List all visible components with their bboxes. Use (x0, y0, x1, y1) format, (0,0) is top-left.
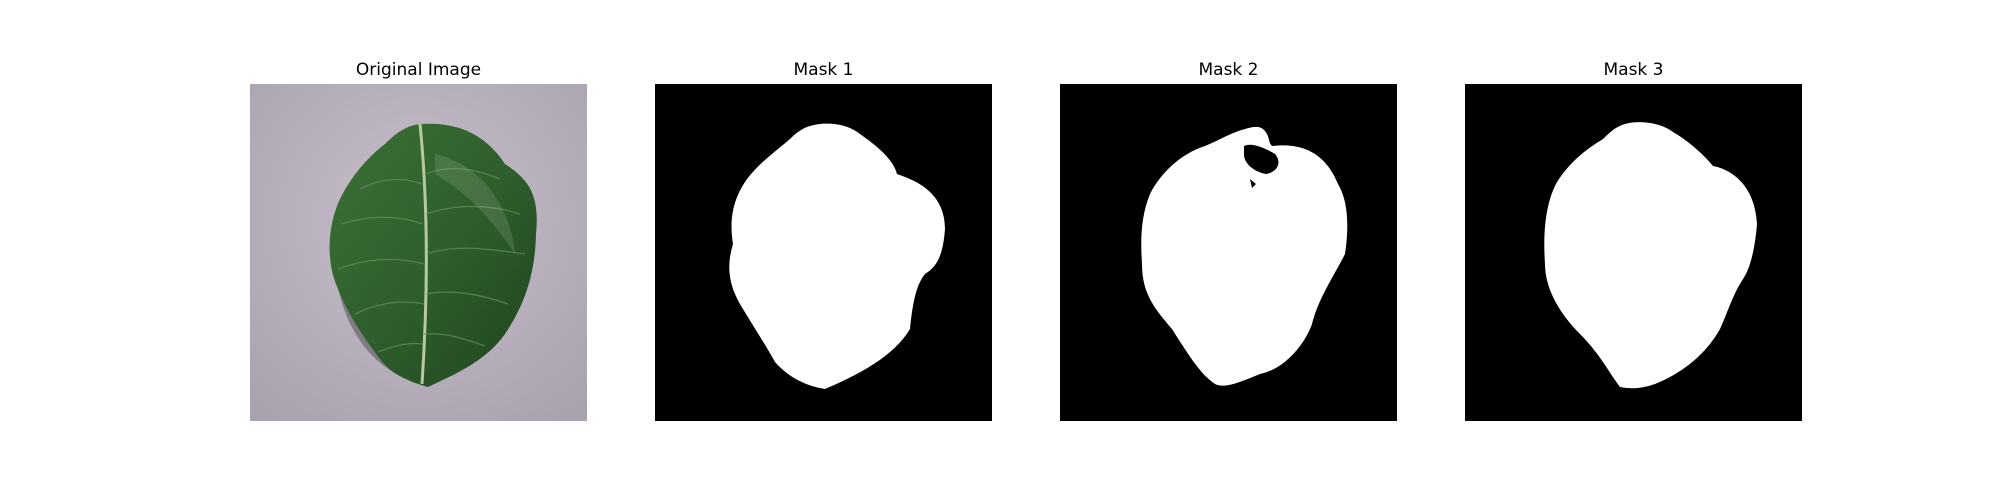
panel-title: Mask 2 (1198, 60, 1259, 80)
mask-region (1544, 122, 1757, 389)
leaf-midrib (418, 123, 428, 385)
mask-3-image (1465, 84, 1802, 421)
panel-mask-2: Mask 2 (1060, 0, 1397, 500)
mask-hole (1244, 144, 1279, 174)
mask-region (1141, 126, 1348, 386)
panel-mask-1: Mask 1 (655, 0, 992, 500)
panel-title: Original Image (355, 60, 482, 80)
mask-region (729, 123, 945, 389)
mask-1-image (655, 84, 992, 421)
panel-mask-3: Mask 3 (1465, 0, 1802, 500)
mask-speck (786, 344, 790, 348)
leaf-veins (337, 168, 526, 353)
mask-hole-small (1250, 179, 1256, 188)
panel-title: Mask 1 (793, 60, 854, 80)
leaf-highlight (435, 154, 515, 254)
panel-title: Mask 3 (1603, 60, 1664, 80)
panel-original-image: Original Image (250, 0, 587, 500)
original-image (250, 84, 587, 421)
mask-2-image (1060, 84, 1397, 421)
leaf (329, 123, 537, 387)
